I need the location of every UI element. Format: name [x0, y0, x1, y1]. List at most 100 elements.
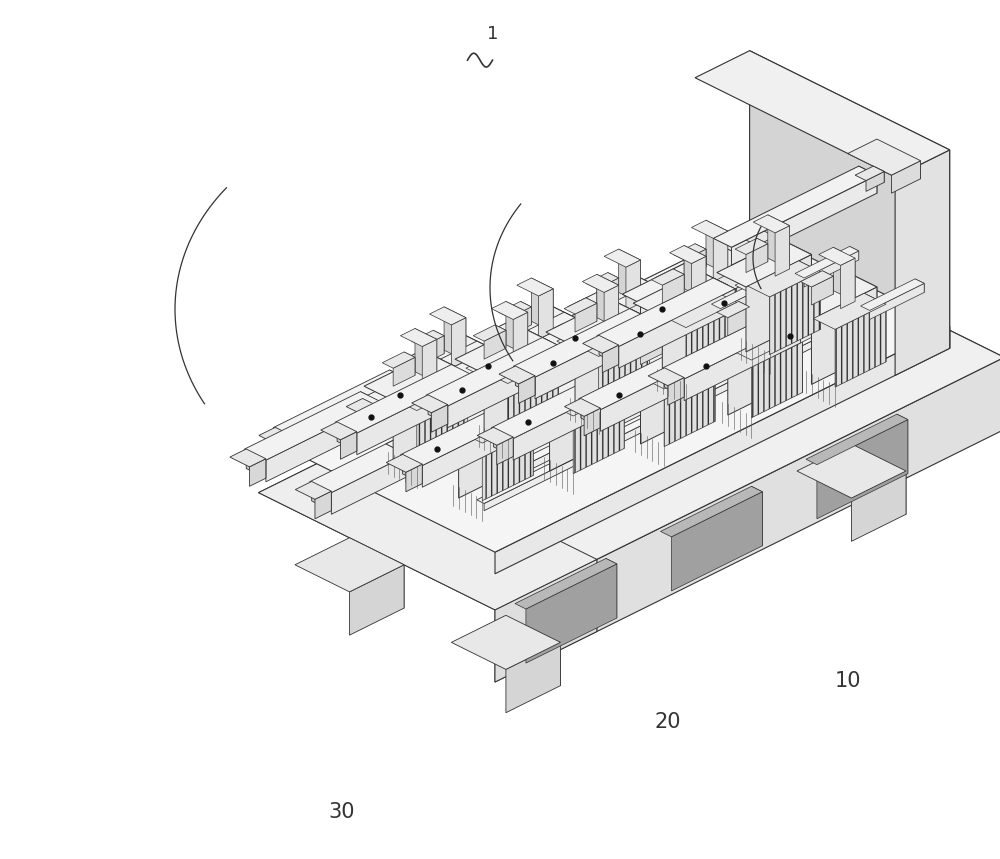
Polygon shape	[597, 289, 662, 387]
Polygon shape	[357, 375, 473, 454]
Polygon shape	[613, 309, 622, 323]
Polygon shape	[526, 338, 535, 352]
Polygon shape	[460, 407, 533, 443]
Polygon shape	[520, 326, 550, 406]
Polygon shape	[360, 341, 499, 410]
Polygon shape	[695, 366, 750, 436]
Polygon shape	[717, 302, 750, 318]
Polygon shape	[733, 252, 797, 283]
Polygon shape	[550, 362, 571, 392]
Polygon shape	[744, 338, 753, 352]
Polygon shape	[309, 424, 448, 493]
Polygon shape	[266, 402, 382, 482]
Polygon shape	[510, 318, 575, 415]
Polygon shape	[679, 306, 688, 320]
Polygon shape	[799, 261, 821, 329]
Polygon shape	[513, 308, 651, 377]
Polygon shape	[599, 295, 671, 332]
Polygon shape	[684, 260, 750, 357]
Polygon shape	[915, 279, 924, 292]
Polygon shape	[742, 256, 797, 292]
Polygon shape	[750, 228, 950, 349]
Polygon shape	[640, 346, 706, 444]
Polygon shape	[750, 51, 950, 349]
Polygon shape	[606, 558, 617, 618]
Polygon shape	[781, 324, 802, 393]
Polygon shape	[363, 399, 382, 428]
Polygon shape	[360, 442, 597, 631]
Polygon shape	[495, 326, 950, 574]
Polygon shape	[557, 294, 673, 374]
Polygon shape	[757, 236, 775, 256]
Polygon shape	[662, 307, 684, 361]
Polygon shape	[230, 449, 266, 466]
Polygon shape	[424, 353, 497, 389]
Polygon shape	[686, 302, 737, 386]
Polygon shape	[422, 346, 488, 444]
Polygon shape	[295, 228, 950, 552]
Polygon shape	[568, 274, 662, 321]
Polygon shape	[393, 332, 488, 379]
Polygon shape	[404, 352, 415, 375]
Polygon shape	[442, 360, 506, 392]
Polygon shape	[531, 296, 659, 359]
Polygon shape	[451, 364, 473, 397]
Polygon shape	[819, 247, 855, 265]
Polygon shape	[433, 331, 444, 354]
Polygon shape	[448, 349, 564, 428]
Polygon shape	[459, 408, 477, 435]
Polygon shape	[275, 427, 295, 457]
Polygon shape	[422, 408, 539, 487]
Polygon shape	[331, 435, 448, 515]
Polygon shape	[608, 272, 619, 296]
Polygon shape	[583, 335, 619, 353]
Polygon shape	[390, 370, 411, 402]
Polygon shape	[466, 361, 502, 379]
Polygon shape	[562, 324, 584, 393]
Polygon shape	[480, 343, 535, 379]
Polygon shape	[393, 369, 459, 466]
Polygon shape	[624, 306, 688, 338]
Polygon shape	[695, 244, 706, 267]
Polygon shape	[382, 352, 415, 369]
Polygon shape	[811, 287, 877, 385]
Polygon shape	[648, 307, 684, 325]
Polygon shape	[471, 338, 535, 370]
Polygon shape	[540, 350, 557, 378]
Polygon shape	[564, 399, 600, 417]
Polygon shape	[782, 272, 877, 320]
Polygon shape	[746, 254, 811, 352]
Polygon shape	[690, 338, 753, 370]
Polygon shape	[340, 432, 357, 460]
Polygon shape	[746, 244, 768, 272]
Polygon shape	[459, 390, 480, 418]
Polygon shape	[582, 274, 619, 292]
Polygon shape	[477, 341, 499, 374]
Polygon shape	[249, 459, 266, 486]
Polygon shape	[859, 166, 877, 193]
Polygon shape	[386, 454, 422, 472]
Polygon shape	[279, 437, 295, 465]
Polygon shape	[510, 307, 531, 336]
Polygon shape	[295, 481, 331, 499]
Polygon shape	[600, 352, 717, 431]
Polygon shape	[393, 357, 415, 387]
Polygon shape	[446, 363, 497, 447]
Polygon shape	[537, 341, 557, 370]
Polygon shape	[664, 363, 715, 447]
Polygon shape	[494, 427, 513, 457]
Polygon shape	[782, 241, 811, 320]
Polygon shape	[337, 422, 357, 451]
Polygon shape	[403, 454, 422, 484]
Polygon shape	[831, 309, 841, 323]
Polygon shape	[575, 303, 597, 332]
Polygon shape	[440, 361, 550, 415]
Polygon shape	[721, 246, 750, 325]
Polygon shape	[448, 385, 480, 400]
Polygon shape	[586, 298, 597, 321]
Polygon shape	[542, 338, 597, 374]
Polygon shape	[730, 324, 802, 360]
Polygon shape	[750, 231, 768, 258]
Polygon shape	[550, 374, 615, 471]
Polygon shape	[671, 491, 762, 591]
